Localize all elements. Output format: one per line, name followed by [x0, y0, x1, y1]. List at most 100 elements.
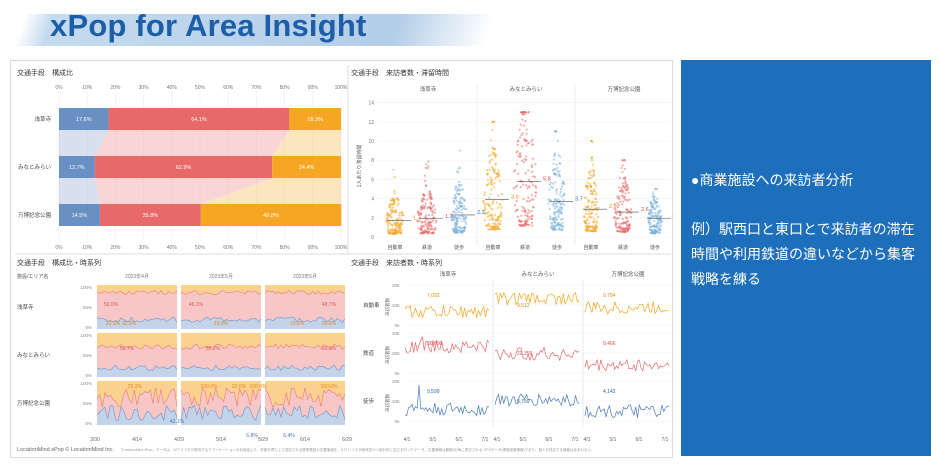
- dwell-point: [397, 198, 400, 201]
- dwell-point: [591, 201, 594, 204]
- comp-ts-walk-line: [96, 344, 178, 350]
- dwell-point: [429, 203, 433, 206]
- dwell-point: [389, 206, 392, 209]
- footer-note: 「LocationMind xPop」データは、NTTドコモが提供するアプリケー…: [119, 448, 595, 452]
- dwell-point: [647, 212, 651, 216]
- dwell-point: [528, 200, 531, 203]
- dwell-point: [657, 205, 660, 208]
- composition-tick-bottom: 30%: [139, 245, 150, 251]
- dwell-point: [617, 222, 620, 225]
- dwell-point: [434, 221, 437, 224]
- dwell-point: [490, 180, 493, 183]
- dwell-point: [520, 214, 523, 217]
- dwell-point: [556, 218, 559, 221]
- dwell-median-label: 5.8: [543, 176, 551, 182]
- dwell-point: [486, 173, 489, 176]
- dwell-point: [548, 199, 551, 202]
- dwell-point: [625, 183, 628, 187]
- dwell-point: [459, 217, 462, 220]
- dwell-point: [562, 198, 565, 202]
- dwell-point: [620, 166, 623, 170]
- dwell-point: [534, 191, 537, 194]
- visitors-ts-line: [494, 346, 580, 362]
- dwell-point: [593, 220, 596, 223]
- dwell-point: [624, 179, 627, 183]
- comp-ts-row-header: 施設/エリア名: [17, 273, 48, 280]
- dwell-point: [550, 181, 553, 184]
- dwell-point: [521, 132, 524, 135]
- dwell-point: [455, 219, 459, 222]
- dwell-median-label: 1.9: [673, 214, 674, 220]
- dwell-median-label: 2.9: [609, 204, 617, 210]
- dwell-point: [556, 223, 560, 226]
- dwell-point: [390, 199, 393, 202]
- dwell-point: [497, 222, 500, 225]
- dwell-point: [587, 222, 591, 225]
- comp-ts-month-label: 2023年5月: [209, 273, 233, 280]
- dwell-point: [419, 232, 422, 235]
- composition-bar-segment: [59, 156, 95, 178]
- dwell-point: [653, 228, 656, 231]
- dwell-point: [530, 198, 533, 201]
- visitors-ts-group-label: 万博記念公園: [611, 270, 645, 278]
- dwell-point: [461, 211, 464, 214]
- comp-ts-auto-area: [97, 317, 177, 329]
- composition-tick-bottom: 0%: [55, 245, 63, 251]
- visitors-ts-group-label: 浅草寺: [440, 270, 457, 278]
- comp-ts-auto-area: [97, 365, 177, 377]
- dwell-point: [593, 181, 596, 184]
- dwell-point: [630, 208, 633, 211]
- visitors-ts-ytick: 20K: [392, 379, 400, 384]
- visitors-ts-line: [584, 403, 670, 419]
- dwell-point: [623, 186, 626, 190]
- dwell-point: [654, 187, 657, 191]
- dwell-point: [424, 219, 427, 222]
- dwell-point: [388, 204, 391, 207]
- dwell-point: [520, 145, 524, 148]
- dwell-point: [500, 206, 503, 209]
- dwell-point: [659, 216, 662, 219]
- dwell-point: [513, 204, 517, 207]
- dwell-point: [496, 224, 499, 228]
- dwell-point: [559, 228, 562, 231]
- dwell-point: [659, 218, 662, 221]
- dwell-point: [556, 166, 559, 169]
- comp-ts-walk-area: [181, 333, 261, 350]
- dwell-point: [555, 202, 558, 206]
- dwell-point: [426, 206, 429, 210]
- dwell-point: [483, 219, 487, 222]
- dwell-point: [430, 209, 433, 213]
- comp-ts-walk-area: [265, 333, 345, 350]
- dwell-point: [552, 162, 555, 165]
- dwell-point: [562, 180, 565, 183]
- dwell-point: [530, 217, 533, 221]
- dwell-point: [515, 200, 518, 203]
- comp-ts-walk-line: [264, 343, 346, 350]
- visitors-ts-value-label: 9,599: [427, 389, 440, 395]
- dwell-point: [658, 228, 662, 231]
- comp-ts-value-label: 29.2%: [128, 384, 143, 390]
- dwell-point: [429, 206, 432, 209]
- dwell-point: [561, 221, 564, 224]
- dwell-point: [427, 160, 430, 163]
- dwell-point: [617, 217, 620, 220]
- composition-bar-label: 35.8%: [143, 213, 159, 219]
- dwell-point: [427, 221, 431, 224]
- dwell-point: [552, 205, 555, 208]
- dwell-median-label: 1.9: [445, 214, 453, 220]
- dwell-point: [525, 218, 528, 221]
- comp-ts-walk-area: [181, 381, 261, 407]
- dwell-point: [592, 203, 596, 207]
- dwell-point: [534, 163, 537, 166]
- dwell-point: [420, 221, 423, 224]
- comp-ts-walk-area: [97, 381, 177, 408]
- dwell-point: [433, 211, 436, 214]
- dwell-point: [521, 118, 524, 121]
- dwell-point: [535, 186, 538, 189]
- dwell-point: [557, 173, 561, 176]
- dwell-point: [424, 179, 427, 183]
- dwell-point: [390, 216, 393, 219]
- comp-ts-xtick: 6/14: [300, 437, 310, 443]
- dwell-point: [522, 113, 525, 116]
- dwell-point: [393, 222, 396, 225]
